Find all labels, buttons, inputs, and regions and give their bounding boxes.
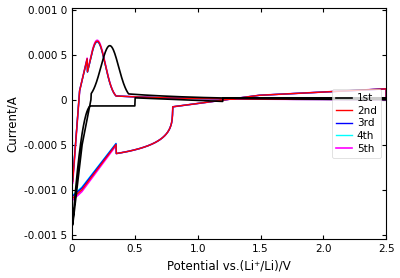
5th (70, 181, 75, 185)
2nd (359, 98, 364, 101)
1st (102, 52, 107, 55)
3rd (88, 175, 93, 178)
Line: 2nd: 2nd (73, 41, 386, 198)
1st (70, 222, 75, 225)
Line: 3rd: 3rd (73, 42, 386, 196)
4th (70, 193, 75, 197)
1st (70, 223, 75, 226)
2nd (70, 196, 75, 200)
2nd (376, 98, 380, 101)
4th (359, 98, 364, 101)
4th (88, 174, 93, 177)
3rd (203, 101, 208, 104)
Line: 5th: 5th (73, 40, 386, 200)
5th (88, 178, 93, 181)
5th (359, 98, 364, 101)
5th (70, 198, 75, 202)
5th (376, 98, 380, 101)
3rd (70, 194, 75, 198)
Legend: 1st, 2nd, 3rd, 4th, 5th: 1st, 2nd, 3rd, 4th, 5th (332, 89, 381, 158)
4th (376, 98, 380, 101)
2nd (203, 101, 208, 104)
5th (88, 178, 93, 182)
1st (88, 104, 93, 108)
Line: 4th: 4th (73, 42, 386, 195)
5th (203, 101, 208, 104)
1st (107, 44, 112, 47)
3rd (88, 175, 93, 178)
1st (376, 98, 380, 101)
1st (359, 98, 364, 101)
4th (203, 101, 208, 104)
4th (95, 40, 100, 44)
2nd (95, 39, 100, 43)
X-axis label: Potential vs.(Li⁺/Li)/V: Potential vs.(Li⁺/Li)/V (167, 259, 291, 272)
4th (103, 62, 108, 66)
3rd (376, 98, 380, 101)
1st (203, 99, 208, 102)
3rd (95, 40, 100, 43)
3rd (359, 98, 364, 101)
3rd (103, 62, 108, 65)
2nd (70, 180, 75, 183)
2nd (103, 62, 108, 65)
4th (70, 177, 75, 180)
Y-axis label: Current/A: Current/A (6, 95, 18, 152)
1st (88, 104, 93, 108)
3rd (70, 178, 75, 181)
Line: 1st: 1st (73, 46, 386, 225)
4th (88, 174, 93, 178)
2nd (88, 176, 93, 180)
2nd (88, 177, 93, 180)
5th (95, 39, 100, 42)
5th (103, 61, 108, 64)
